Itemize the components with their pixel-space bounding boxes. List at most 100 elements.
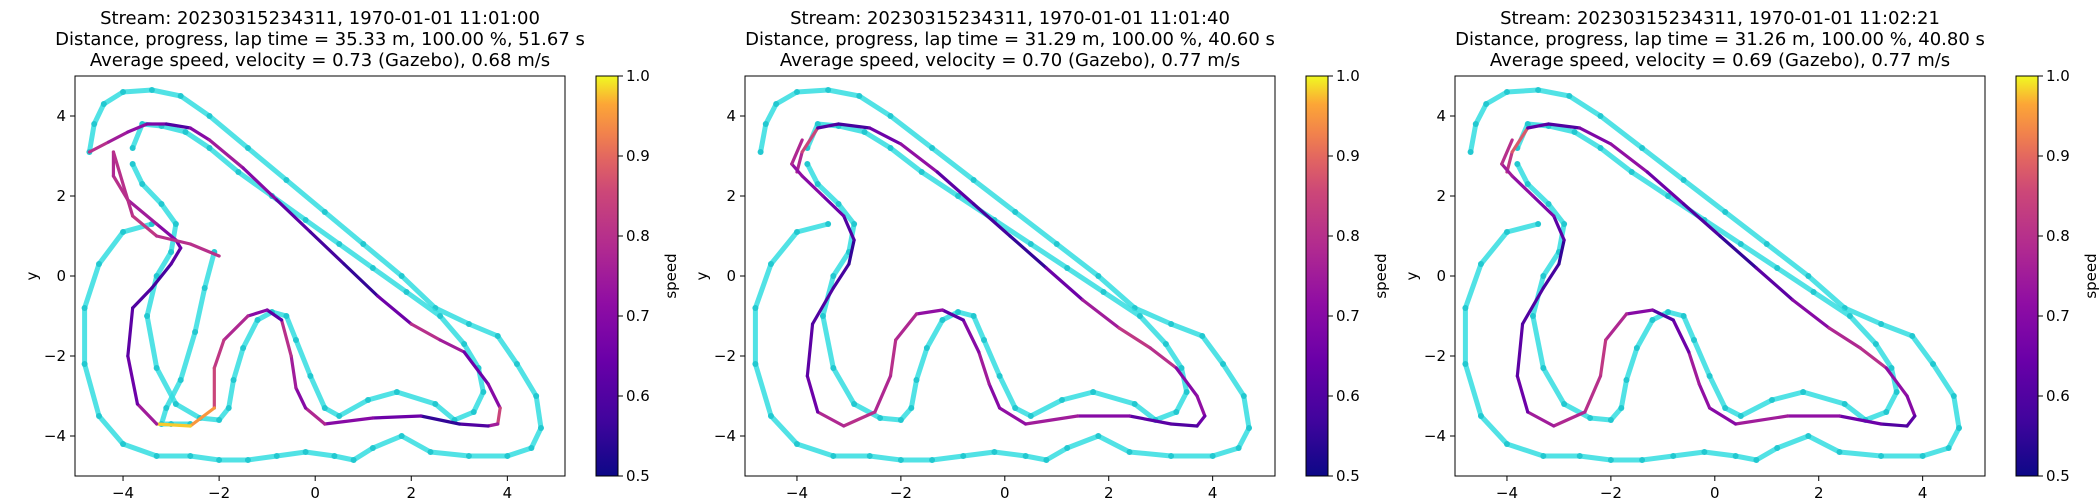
- trajectory-segment: [1624, 308, 1655, 316]
- track-outer-boundary-point: [1805, 433, 1812, 439]
- y-tick-label: −2: [714, 347, 736, 365]
- trajectory-segment: [1510, 126, 1530, 154]
- trajectory-segment: [961, 318, 981, 354]
- track-inner-boundary-point: [830, 273, 837, 279]
- track-outer-boundary-point: [1012, 209, 1019, 215]
- colorbar-tick-label: 0.5: [1336, 467, 1360, 485]
- track-outer-boundary-point: [465, 453, 472, 459]
- track-outer-boundary-point: [153, 453, 160, 459]
- trajectory-segment: [1526, 410, 1556, 428]
- trajectory-segment: [1552, 214, 1566, 242]
- colorbar: [2015, 75, 2039, 477]
- track-inner-boundary-point: [168, 249, 175, 255]
- trajectory-segment: [1583, 374, 1603, 414]
- track-inner-boundary-point: [970, 313, 977, 319]
- trajectory-segment: [1500, 138, 1514, 166]
- trajectory-segment: [873, 374, 893, 414]
- track-layer: [81, 87, 544, 463]
- trajectory-segment: [1541, 262, 1561, 290]
- x-tick-label: 0: [1000, 484, 1010, 500]
- chart-title-line: Average speed, velocity = 0.73 (Gazebo),…: [90, 50, 550, 71]
- trajectory-segment: [1515, 322, 1525, 378]
- trajectory-segment: [1598, 338, 1608, 378]
- track-outer-boundary-point: [767, 413, 774, 419]
- x-tick-label: 0: [1710, 484, 1720, 500]
- track-outer-boundary-point: [929, 457, 936, 463]
- trajectory-segment: [972, 202, 1012, 238]
- y-tick-label: −2: [44, 347, 66, 365]
- track-outer-boundary-point: [1639, 145, 1646, 151]
- track-outer-boundary-point: [1199, 333, 1206, 339]
- track-outer-boundary-point: [830, 453, 837, 459]
- track-outer-boundary-point: [1477, 261, 1484, 267]
- trajectory-segment: [790, 162, 804, 178]
- chart-panel-1: Stream: 20230315234311, 1970-01-01 11:01…: [23, 8, 680, 502]
- y-tick-label: −4: [714, 427, 736, 445]
- track-outer-boundary-point: [283, 177, 290, 183]
- track-inner-boundary-point: [307, 373, 314, 379]
- track-inner-boundary-point: [1597, 145, 1604, 151]
- trajectory-segment: [987, 382, 1002, 410]
- trajectory-segment: [486, 382, 502, 410]
- x-tick-label: 4: [1208, 484, 1218, 500]
- trajectory-segment: [836, 122, 872, 130]
- trajectory-segment: [1905, 394, 1917, 418]
- track-outer-boundary-point: [1607, 457, 1614, 463]
- track-outer-boundary-point: [216, 457, 223, 463]
- track-outer-boundary-point: [528, 445, 535, 451]
- trajectory-segment: [111, 150, 135, 218]
- track-inner-boundary-point: [861, 129, 868, 135]
- trajectory-segment: [1858, 346, 1888, 370]
- colorbar-tick-label: 0.6: [1336, 387, 1360, 405]
- trajectory-segment: [1169, 422, 1199, 428]
- track-outer-boundary-point: [1503, 229, 1510, 235]
- track-inner-boundary-point: [153, 365, 160, 371]
- track-outer-boundary-point: [187, 453, 194, 459]
- trajectory-segment: [1500, 162, 1514, 178]
- track-inner-boundary-point: [336, 413, 343, 419]
- track-inner-boundary-point: [955, 193, 962, 199]
- track-outer-boundary-point: [825, 221, 832, 227]
- track-inner-boundary-point: [153, 273, 160, 279]
- track-outer-boundary-point: [331, 453, 338, 459]
- trajectory-segment: [265, 308, 284, 322]
- trajectory-segment: [1148, 346, 1178, 370]
- trajectory-segment: [1827, 326, 1862, 350]
- x-tick-label: −4: [112, 484, 134, 500]
- trajectory-segment: [1552, 410, 1587, 428]
- y-axis-label: y: [693, 271, 711, 280]
- track-outer-boundary-point: [1878, 453, 1885, 459]
- colorbar-tick-label: 0.9: [2046, 147, 2070, 165]
- track-inner-boundary-point: [225, 405, 232, 411]
- track-outer-boundary-point: [1462, 305, 1469, 311]
- track-inner-boundary-point: [1058, 397, 1065, 403]
- track-outer-boundary-point: [1043, 457, 1050, 463]
- x-tick-label: 0: [310, 484, 320, 500]
- y-tick-label: 2: [1436, 187, 1446, 205]
- track-outer-boundary-point: [1805, 273, 1812, 279]
- track-inner-boundary-point: [1810, 289, 1817, 295]
- trajectory-segment: [1718, 234, 1758, 270]
- trajectory-segment: [1174, 366, 1199, 398]
- trajectory-segment: [810, 286, 835, 326]
- track-outer-boundary-point: [177, 93, 184, 99]
- x-tick-label: −2: [890, 484, 912, 500]
- trajectory-segment: [1682, 202, 1722, 238]
- trajectory-segment: [376, 294, 413, 326]
- track-inner-boundary-point: [172, 401, 179, 407]
- track-outer-boundary-point: [273, 453, 280, 459]
- trajectory-segment: [1645, 170, 1686, 206]
- track-inner-boundary-point: [1100, 289, 1107, 295]
- track-inner-boundary-point: [1027, 241, 1034, 247]
- trajectory-segment: [164, 122, 192, 130]
- colorbar-label: speed: [1372, 253, 1390, 298]
- track-inner-boundary-point: [814, 121, 821, 127]
- trajectory-segment: [805, 322, 815, 378]
- trajectory-segment: [212, 338, 226, 370]
- track-outer-boundary-point: [427, 449, 434, 455]
- track-inner-boundary-point: [129, 161, 136, 167]
- track-inner-boundary-point: [877, 415, 884, 421]
- track-outer-boundary-point: [767, 261, 774, 267]
- chart-title-line: Stream: 20230315234311, 1970-01-01 11:02…: [1500, 8, 1940, 29]
